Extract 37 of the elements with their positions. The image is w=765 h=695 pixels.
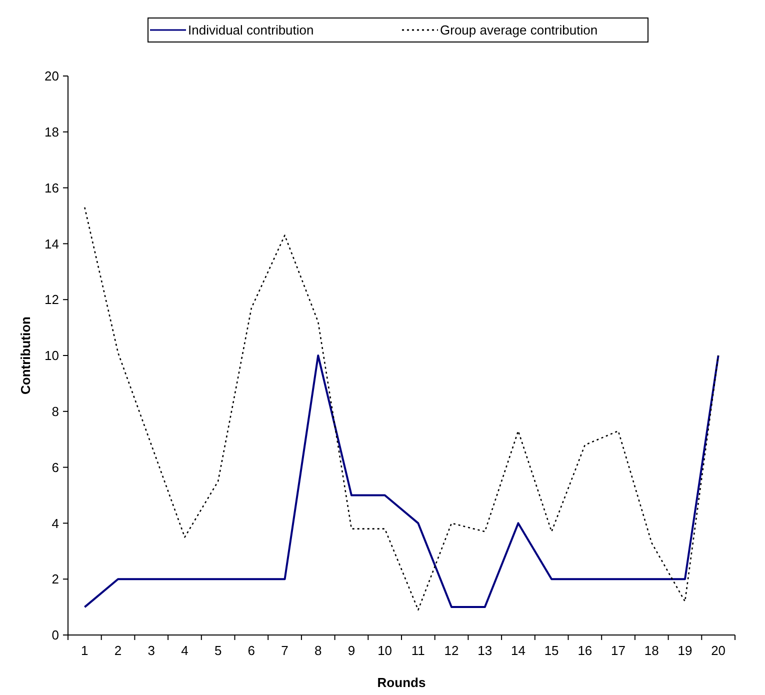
legend-label: Individual contribution <box>188 22 314 38</box>
x-tick-label: 1 <box>81 643 88 658</box>
x-tick-label: 11 <box>411 643 425 658</box>
y-tick-label: 18 <box>44 124 59 140</box>
x-tick-label: 10 <box>378 643 392 658</box>
x-tick-label: 16 <box>578 643 592 658</box>
x-tick-label: 20 <box>711 643 726 658</box>
x-tick-label: 6 <box>248 643 256 658</box>
line-series <box>84 206 719 610</box>
x-tick-label: 15 <box>544 643 559 658</box>
x-tick-label: 17 <box>611 643 626 658</box>
x-axis-title: Rounds <box>377 675 426 690</box>
y-tick-label: 10 <box>44 348 59 364</box>
y-tick-label: 12 <box>44 292 59 308</box>
y-tick-label: 8 <box>52 404 59 419</box>
y-tick-label: 4 <box>52 516 59 531</box>
line-series <box>84 354 720 608</box>
x-tick-label: 7 <box>281 643 288 658</box>
x-tick-label: 18 <box>644 643 659 658</box>
x-tick-label: 5 <box>214 643 222 658</box>
x-tick-label: 2 <box>114 643 122 658</box>
x-tick-label: 9 <box>348 643 356 658</box>
x-tick-label: 8 <box>314 643 322 658</box>
y-tick-label: 2 <box>52 572 59 587</box>
y-axis-title: Contribution <box>18 316 33 394</box>
x-tick-label: 14 <box>510 643 526 658</box>
y-tick-label: 16 <box>44 180 59 196</box>
legend-label: Group average contribution <box>440 22 598 38</box>
x-tick-label: 3 <box>148 643 155 658</box>
x-tick-label: 19 <box>678 643 692 658</box>
x-tick-label: 12 <box>444 643 459 658</box>
y-tick-label: 20 <box>44 68 59 84</box>
x-tick-label: 13 <box>478 643 492 658</box>
x-tick-label: 4 <box>181 643 188 658</box>
y-tick-label: 0 <box>52 628 59 643</box>
y-tick-label: 6 <box>52 460 59 475</box>
y-tick-label: 14 <box>44 236 59 252</box>
